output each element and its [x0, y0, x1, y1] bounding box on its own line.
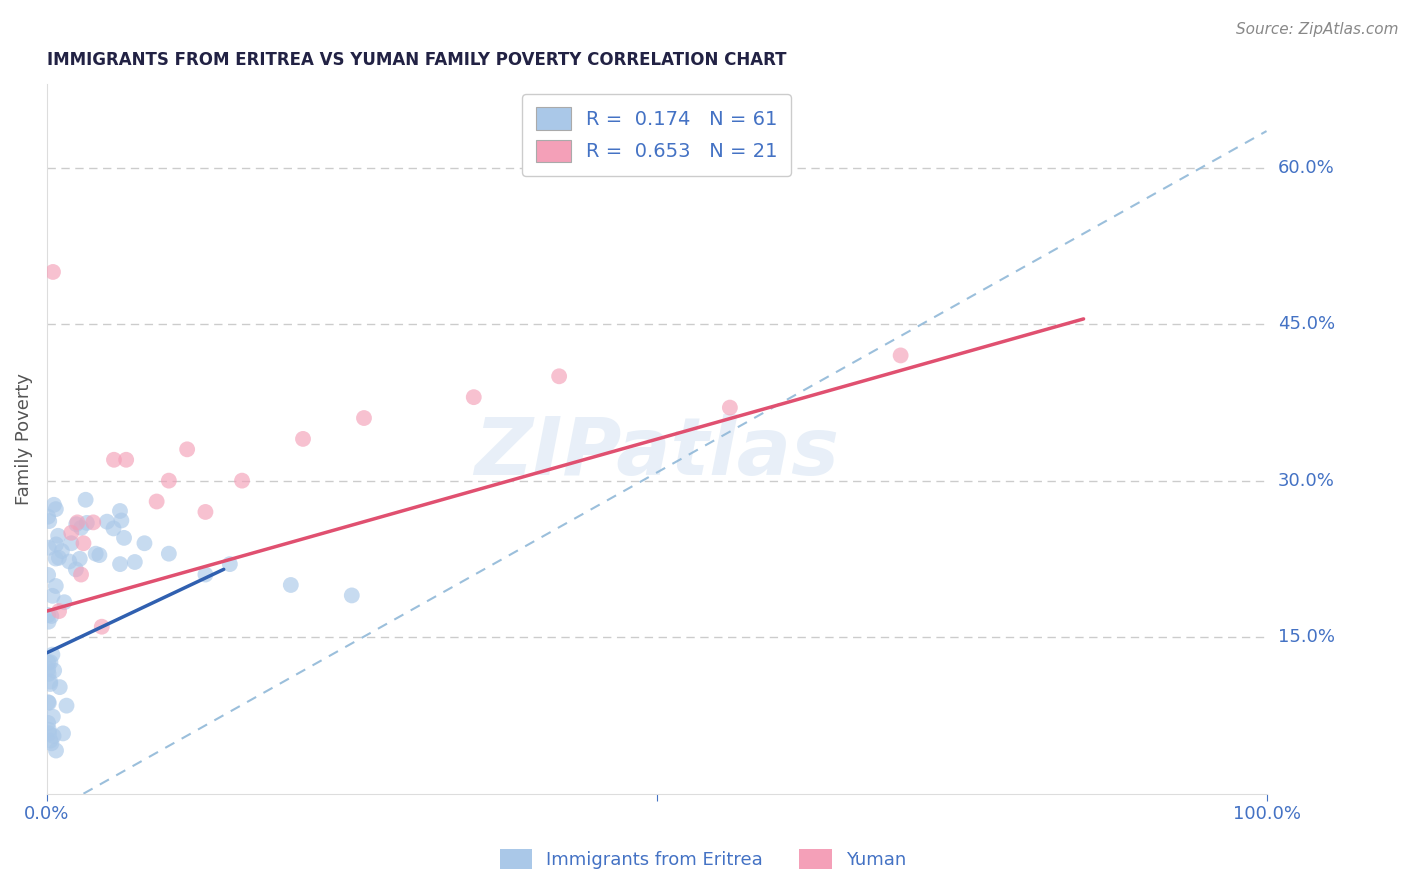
Point [157, 474, 180, 488]
Point [37, 662, 59, 676]
Point [48, 604, 70, 618]
Text: 30.0%: 30.0% [1278, 472, 1334, 490]
Point [45, 579, 67, 593]
Point [42, 709, 65, 723]
Point [890, 348, 912, 362]
Point [176, 442, 198, 457]
Point [112, 531, 135, 545]
Text: Source: ZipAtlas.com: Source: ZipAtlas.com [1236, 22, 1399, 37]
Point [70, 521, 93, 535]
Point [37, 568, 59, 582]
Point [41, 609, 63, 624]
Point [39, 674, 62, 689]
Point [82, 516, 104, 530]
Point [39, 677, 62, 691]
Point [48, 550, 70, 565]
Point [38, 514, 60, 528]
Point [38, 615, 60, 629]
Point [38, 723, 60, 737]
Y-axis label: Family Poverty: Family Poverty [15, 373, 32, 505]
Point [42, 729, 65, 743]
Point [218, 557, 240, 571]
Point [37, 695, 59, 709]
Point [45, 537, 67, 551]
Text: 15.0%: 15.0% [1278, 628, 1334, 646]
Point [103, 521, 125, 535]
Point [41, 736, 63, 750]
Point [58, 554, 80, 568]
Text: ZIPatlas: ZIPatlas [474, 414, 839, 492]
Point [194, 567, 217, 582]
Point [51, 544, 73, 558]
Point [115, 452, 138, 467]
Point [37, 509, 59, 524]
Point [41, 648, 63, 662]
Point [340, 589, 363, 603]
Point [65, 562, 87, 576]
Point [75, 492, 97, 507]
Point [70, 567, 93, 582]
Point [84, 547, 107, 561]
Text: 45.0%: 45.0% [1278, 315, 1334, 333]
Point [38, 696, 60, 710]
Point [38, 541, 60, 555]
Point [718, 401, 741, 415]
Legend: Immigrants from Eritrea, Yuman: Immigrants from Eritrea, Yuman [491, 839, 915, 879]
Point [48, 680, 70, 694]
Text: IMMIGRANTS FROM ERITREA VS YUMAN FAMILY POVERTY CORRELATION CHART: IMMIGRANTS FROM ERITREA VS YUMAN FAMILY … [46, 51, 786, 69]
Point [60, 525, 83, 540]
Point [231, 474, 253, 488]
Point [53, 595, 76, 609]
Text: 60.0%: 60.0% [1278, 159, 1334, 177]
Point [42, 265, 65, 279]
Point [60, 536, 83, 550]
Point [37, 656, 59, 670]
Point [110, 513, 132, 527]
Point [463, 390, 485, 404]
Point [66, 516, 89, 530]
Point [41, 589, 63, 603]
Point [45, 743, 67, 757]
Point [194, 505, 217, 519]
Point [45, 502, 67, 516]
Point [90, 620, 112, 634]
Point [65, 517, 87, 532]
Point [37, 715, 59, 730]
Point [39, 733, 62, 747]
Point [72, 536, 94, 550]
Point [45, 551, 67, 566]
Point [46, 529, 69, 543]
Point [353, 411, 375, 425]
Point [103, 452, 125, 467]
Point [145, 494, 167, 508]
Point [108, 504, 131, 518]
Point [89, 548, 111, 562]
Point [38, 726, 60, 740]
Point [42, 498, 65, 512]
Point [44, 664, 66, 678]
Point [108, 557, 131, 571]
Point [69, 551, 91, 566]
Point [52, 726, 75, 740]
Point [280, 578, 302, 592]
Point [124, 555, 146, 569]
Point [548, 369, 571, 384]
Point [157, 547, 180, 561]
Point [292, 432, 315, 446]
Point [55, 698, 77, 713]
Point [134, 536, 156, 550]
Point [38, 666, 60, 681]
Point [96, 515, 118, 529]
Legend: R =  0.174   N = 61, R =  0.653   N = 21: R = 0.174 N = 61, R = 0.653 N = 21 [522, 94, 792, 176]
Point [39, 655, 62, 669]
Point [37, 607, 59, 622]
Point [76, 516, 98, 530]
